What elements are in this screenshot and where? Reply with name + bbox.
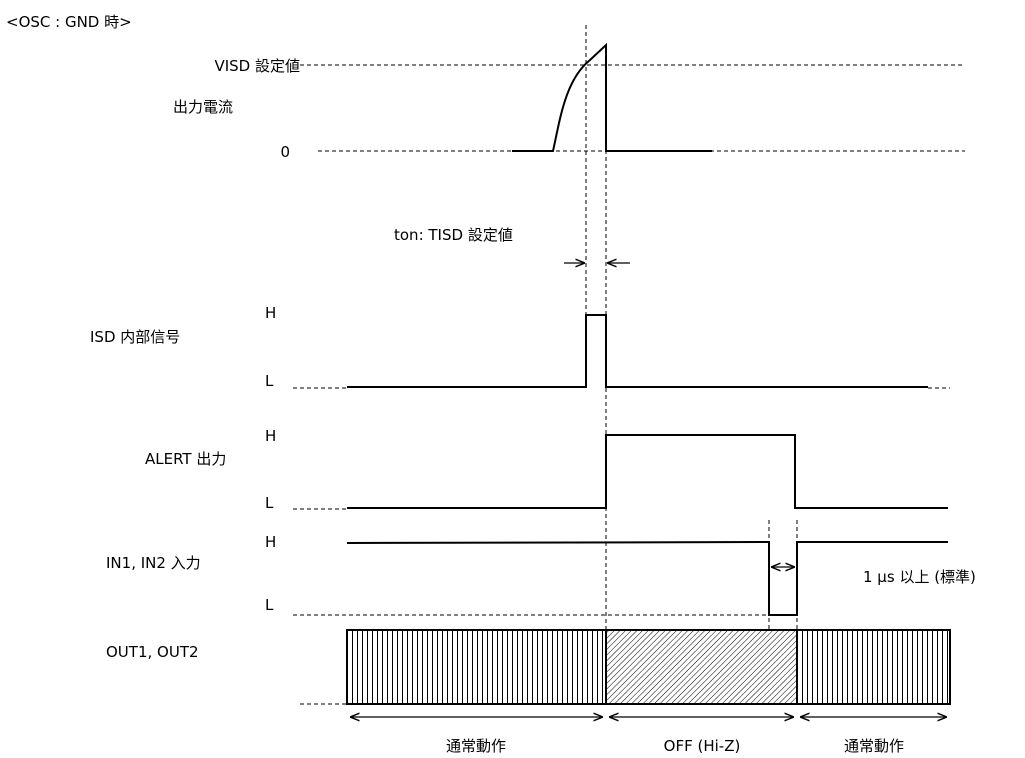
alert-signal-waveform: [347, 434, 948, 509]
alert-high-label: H: [265, 427, 276, 445]
in-low-label: L: [265, 596, 274, 614]
segment-normal-label-1: 通常動作: [446, 737, 506, 755]
isd-signal-waveform: [347, 314, 928, 388]
in-signal-label: IN1, IN2 入力: [106, 554, 201, 572]
header-label: <OSC : GND 時>: [6, 13, 132, 31]
out-signal-label: OUT1, OUT2: [106, 643, 199, 661]
zero-label: 0: [280, 143, 290, 161]
visd-label: VISD 設定値: [214, 57, 300, 75]
out-normal-block-1: [346, 629, 607, 705]
segment-normal-label-2: 通常動作: [844, 737, 904, 755]
out-normal-block-2: [796, 629, 951, 705]
ton-label: ton: TISD 設定値: [394, 226, 513, 244]
in-high-label: H: [265, 533, 276, 551]
in-signal-waveform: [346, 540, 948, 616]
current-title: 出力電流: [173, 98, 233, 116]
pulse-width-label: 1 μs 以上 (標準): [863, 568, 976, 586]
alert-low-label: L: [265, 494, 274, 512]
isd-low-label: L: [265, 372, 274, 390]
alert-signal-label: ALERT 出力: [145, 450, 226, 468]
out-off-block: [605, 629, 798, 705]
isd-high-label: H: [265, 304, 276, 322]
output-current-waveform: [512, 42, 712, 152]
isd-signal-label: ISD 内部信号: [90, 328, 180, 346]
segment-off-label: OFF (Hi-Z): [664, 737, 741, 755]
